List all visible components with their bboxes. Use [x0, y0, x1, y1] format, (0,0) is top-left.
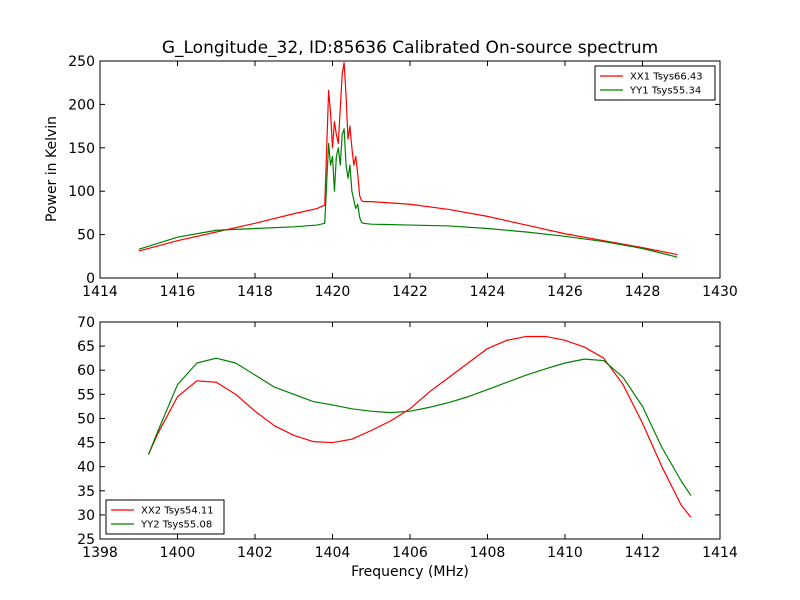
y-tick-label: 150 [68, 141, 95, 157]
x-tick-label: 1412 [625, 545, 661, 561]
y-tick-label: 0 [86, 271, 95, 287]
x-tick-label: 1402 [237, 545, 273, 561]
legend-label: XX1 Tsys66.43 [630, 72, 703, 83]
series-line-2 [147, 357, 692, 496]
y-tick-label: 40 [77, 460, 95, 476]
x-tick-label: 1406 [392, 545, 428, 561]
y-tick-label: 35 [77, 484, 95, 500]
top-plot: 1414 1416 1418 1420 1422 1424 1426 1428 1430 0 50 1… [68, 54, 738, 300]
legend-label: XX2 Tsys54.11 [141, 506, 214, 517]
x-tick-label: 1416 [160, 284, 196, 300]
y-tick-label: 45 [77, 436, 95, 452]
x-tick-label: 1404 [315, 545, 351, 561]
y-tick-label: 65 [77, 339, 95, 355]
x-tick-label: 1426 [547, 284, 583, 300]
y-tick-label: 25 [77, 532, 95, 548]
x-tick-label: 1408 [470, 545, 506, 561]
x-tick-label: 1414 [702, 545, 738, 561]
x-tick-label: 1400 [160, 545, 196, 561]
x-tick-label: 1430 [702, 284, 738, 300]
legend-box [105, 499, 225, 535]
bottom-xlabel: Frequency (MHz) [351, 564, 469, 580]
legend-label: YY2 Tsys55.08 [140, 520, 212, 531]
y-tick-label: 60 [77, 363, 95, 379]
y-tick-label: 50 [77, 411, 95, 427]
series-line-1 [138, 62, 678, 256]
x-tick-label: 1420 [315, 284, 351, 300]
y-tick-label: 50 [77, 228, 95, 244]
y-tick-label: 200 [68, 97, 95, 113]
x-tick-label: 1418 [237, 284, 273, 300]
y-tick-label: 250 [68, 54, 95, 70]
x-tick-label: 1424 [470, 284, 506, 300]
series-line-1 [147, 335, 692, 518]
legend-box [594, 65, 716, 101]
x-tick-label: 1422 [392, 284, 428, 300]
x-tick-label: 1414 [82, 284, 118, 300]
x-tick-label: 1398 [82, 545, 118, 561]
legend-label: YY1 Tsys55.34 [629, 86, 701, 97]
y-tick-label: 70 [77, 315, 95, 331]
y-tick-label: 100 [68, 184, 95, 200]
y-tick-label: 55 [77, 387, 95, 403]
chart-title: G_Longitude_32, ID:85636 Calibrated On-s… [162, 38, 658, 58]
top-ylabel: Power in Kelvin [44, 116, 60, 222]
bottom-plot: 1398 1400 1402 1404 1406 1408 1410 1412 1414 25 30… [77, 315, 738, 561]
y-tick-label: 30 [77, 508, 95, 524]
series-line-2 [138, 128, 678, 258]
x-tick-label: 1410 [547, 545, 583, 561]
x-tick-label: 1428 [625, 284, 661, 300]
